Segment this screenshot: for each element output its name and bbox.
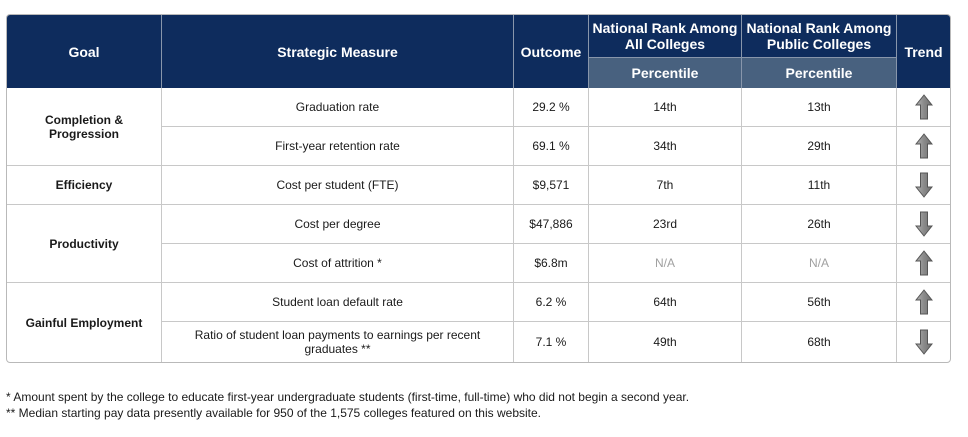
percentile-public-header: Percentile — [742, 58, 897, 88]
rank-public-cell: 29th — [742, 127, 897, 166]
rank-all-cell: 49th — [589, 322, 742, 362]
rank-public-cell: 13th — [742, 88, 897, 127]
up-arrow-icon — [897, 133, 950, 159]
trend-cell — [897, 166, 950, 205]
outcome-cell: $9,571 — [514, 166, 589, 205]
rank-all-cell: 7th — [589, 166, 742, 205]
rank-all-cell: 23rd — [589, 205, 742, 244]
table-row: Efficiency Cost per student (FTE) $9,571… — [7, 166, 950, 205]
rank-public-cell: 68th — [742, 322, 897, 362]
measure-cell: Cost of attrition * — [162, 244, 514, 283]
rank-all-cell: 64th — [589, 283, 742, 322]
rank-public-colleges-header: National Rank Among Public Colleges — [742, 15, 897, 58]
rank-public-cell: 56th — [742, 283, 897, 322]
outcome-cell: $47,886 — [514, 205, 589, 244]
rank-public-line1: National Rank Among — [746, 20, 892, 36]
outcome-cell: 7.1 % — [514, 322, 589, 362]
up-arrow-icon — [897, 94, 950, 120]
strategic-measure-header: Strategic Measure — [162, 15, 514, 88]
table-row: First-year retention rate 69.1 % 34th 29… — [7, 127, 950, 166]
measure-cell: Student loan default rate — [162, 283, 514, 322]
outcome-cell: 69.1 % — [514, 127, 589, 166]
measure-cell: Cost per degree — [162, 205, 514, 244]
outcome-cell: 6.2 % — [514, 283, 589, 322]
table-row: Completion & Progression Graduation rate… — [7, 88, 950, 166]
goal-label: Completion & — [45, 112, 123, 127]
measure-cell: Cost per student (FTE) — [162, 166, 514, 205]
measure-line: Ratio of student loan payments to earnin… — [194, 328, 481, 342]
up-arrow-icon — [897, 289, 950, 315]
measure-line: graduates ** — [304, 342, 371, 356]
goal-gainful-employment: Gainful Employment — [7, 283, 162, 362]
goal-productivity: Productivity — [7, 205, 162, 283]
trend-cell — [897, 88, 950, 127]
outcome-cell: $6.8m — [514, 244, 589, 283]
up-arrow-icon — [897, 250, 950, 276]
outcome-header: Outcome — [514, 15, 589, 88]
rank-public-line2: Public Colleges — [766, 36, 872, 52]
rank-public-cell: 26th — [742, 205, 897, 244]
goal-header: Goal — [7, 15, 162, 88]
header-row: Goal Strategic Measure Outcome National … — [7, 15, 950, 88]
rank-all-line1: National Rank Among — [592, 20, 738, 36]
table-row: Cost of attrition * $6.8m N/A N/A — [7, 244, 950, 283]
table-row: Ratio of student loan payments to earnin… — [7, 322, 950, 362]
rank-all-cell: N/A — [589, 244, 742, 283]
metrics-table-container: Goal Strategic Measure Outcome National … — [6, 14, 951, 363]
goal-completion-progression: Completion & Progression — [7, 88, 162, 166]
rank-all-colleges-header: National Rank Among All Colleges — [589, 15, 742, 58]
subheader-row: Percentile Percentile — [7, 58, 950, 88]
rank-public-cell: N/A — [742, 244, 897, 283]
measure-cell: Ratio of student loan payments to earnin… — [162, 322, 514, 362]
rank-all-cell: 14th — [589, 88, 742, 127]
table-row: Productivity Cost per degree $47,886 23r… — [7, 205, 950, 283]
rank-all-cell: 34th — [589, 127, 742, 166]
goal-efficiency: Efficiency — [7, 166, 162, 205]
down-arrow-icon — [897, 172, 950, 198]
rank-public-cell: 11th — [742, 166, 897, 205]
measure-cell: First-year retention rate — [162, 127, 514, 166]
trend-cell — [897, 205, 950, 244]
footnote-attrition: * Amount spent by the college to educate… — [6, 390, 690, 404]
trend-cell — [897, 127, 950, 166]
metrics-table: Goal Strategic Measure Outcome National … — [6, 14, 951, 363]
percentile-all-header: Percentile — [589, 58, 742, 88]
footnotes: * Amount spent by the college to educate… — [6, 389, 689, 421]
trend-cell — [897, 244, 950, 283]
outcome-cell: 29.2 % — [514, 88, 589, 127]
goal-label: Progression — [48, 126, 120, 141]
down-arrow-icon — [897, 329, 950, 355]
trend-cell — [897, 322, 950, 362]
measure-cell: Graduation rate — [162, 88, 514, 127]
table-row: Gainful Employment Student loan default … — [7, 283, 950, 362]
footnote-median-pay: ** Median starting pay data presently av… — [6, 406, 542, 420]
trend-cell — [897, 283, 950, 322]
down-arrow-icon — [897, 211, 950, 237]
trend-header: Trend — [897, 15, 950, 88]
rank-all-line2: All Colleges — [624, 36, 706, 52]
